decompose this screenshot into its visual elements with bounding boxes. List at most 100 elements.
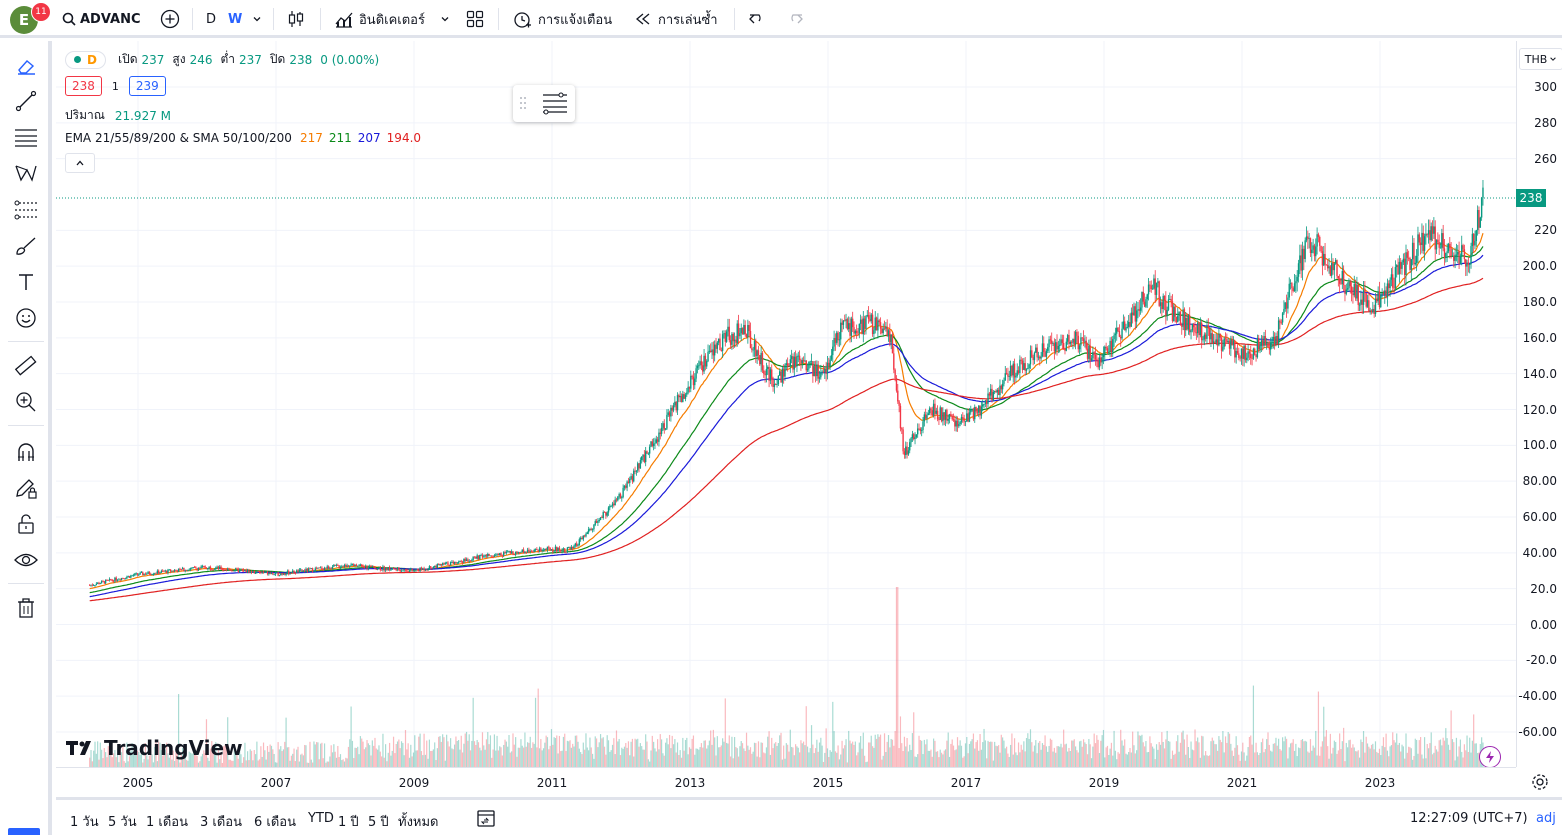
- redo-button[interactable]: [786, 0, 804, 38]
- candle-body: [378, 567, 380, 569]
- interval-w-button[interactable]: W: [228, 0, 242, 38]
- candle-body: [1385, 290, 1387, 298]
- volume-bar: [1324, 736, 1326, 767]
- compare-symbol-button[interactable]: [160, 0, 180, 38]
- candle-body: [792, 356, 794, 370]
- candle-body: [238, 569, 241, 572]
- bid-price[interactable]: 238: [65, 76, 102, 96]
- volume-bar: [1443, 740, 1446, 767]
- pattern-tool[interactable]: [9, 158, 43, 188]
- volume-bar: [1259, 752, 1261, 767]
- layout-button[interactable]: [466, 0, 484, 38]
- range-button[interactable]: 1 ปี: [338, 815, 359, 830]
- range-button[interactable]: ทั้งหมด: [398, 815, 439, 830]
- volume-bar: [1308, 752, 1310, 767]
- prediction-tool[interactable]: [9, 195, 43, 225]
- remove-drawings-tool[interactable]: [9, 593, 43, 623]
- lightning-button[interactable]: [1479, 746, 1501, 768]
- range-button[interactable]: 1 เดือน: [146, 815, 188, 830]
- candle-body: [337, 564, 339, 566]
- candle-body: [897, 390, 899, 402]
- indicators-dropdown[interactable]: [440, 0, 450, 38]
- indicators-button[interactable]: อินดิเคเตอร์: [334, 0, 425, 38]
- interval-dropdown[interactable]: [252, 0, 262, 38]
- ask-price[interactable]: 239: [128, 76, 166, 96]
- object-tree-icon[interactable]: [541, 91, 569, 115]
- measure-tool[interactable]: [9, 351, 43, 381]
- volume-bar: [1420, 737, 1422, 767]
- zoom-in-tool[interactable]: [9, 387, 43, 417]
- eraser-tool[interactable]: [9, 51, 43, 81]
- volume-bar: [813, 753, 815, 767]
- volume-bar: [947, 732, 949, 767]
- volume-bar: [745, 732, 748, 767]
- time-axis[interactable]: 2005 2007 2009 2011 2013 2015 2017 2019 2021 2023: [56, 767, 1516, 798]
- candle-body: [1321, 251, 1324, 266]
- clock-timezone[interactable]: 12:27:09 (UTC+7): [1410, 811, 1528, 826]
- volume-bar: [784, 758, 786, 767]
- fib-tool[interactable]: [9, 123, 43, 153]
- candle-body: [932, 403, 935, 416]
- divider: [320, 8, 321, 30]
- lock-drawings-tool[interactable]: [9, 509, 43, 539]
- candle-body: [472, 556, 474, 560]
- adj-toggle[interactable]: adj: [1536, 811, 1556, 826]
- volume-bar: [317, 742, 319, 767]
- range-button[interactable]: 6 เดือน: [254, 815, 296, 830]
- floating-drawing-panel[interactable]: [513, 85, 575, 122]
- price-chart[interactable]: [56, 41, 1516, 767]
- undo-button[interactable]: [748, 0, 766, 38]
- symbol-status-pill[interactable]: D: [65, 50, 106, 69]
- collapse-legend-button[interactable]: [65, 153, 95, 173]
- stay-in-drawing-tool[interactable]: [9, 473, 43, 503]
- candle-body: [475, 556, 477, 559]
- range-button[interactable]: YTD: [308, 811, 334, 826]
- tradingview-logo[interactable]: TradingView: [66, 736, 243, 760]
- candle-body: [901, 428, 903, 430]
- text-tool[interactable]: [9, 267, 43, 297]
- volume-bar: [676, 742, 679, 767]
- range-button[interactable]: 5 วัน: [108, 815, 137, 830]
- hide-drawings-tool[interactable]: [9, 545, 43, 575]
- candle-body: [1449, 243, 1451, 249]
- candle-body: [1035, 347, 1037, 353]
- candle-body: [307, 568, 310, 572]
- candle-body: [695, 368, 697, 379]
- range-button[interactable]: 3 เดือน: [200, 815, 242, 830]
- replay-button[interactable]: การเล่นซ้ำ: [634, 0, 718, 38]
- trend-line-tool[interactable]: [9, 86, 43, 116]
- symbol-search-button[interactable]: ADVANC: [62, 0, 141, 38]
- chart-settings-button[interactable]: [1530, 772, 1550, 796]
- brush-tool[interactable]: [9, 231, 43, 261]
- volume-bar: [493, 734, 496, 767]
- candle-body: [1171, 301, 1174, 321]
- candle-body: [676, 395, 679, 411]
- candle-body: [1425, 233, 1427, 237]
- candle-body: [652, 443, 655, 446]
- volume-bar: [995, 745, 997, 767]
- candle-body: [920, 429, 923, 431]
- drag-handle-icon[interactable]: [519, 96, 527, 110]
- candle-body: [1465, 259, 1467, 267]
- candle-body: [143, 573, 145, 575]
- currency-dropdown[interactable]: THB: [1519, 48, 1562, 70]
- magnet-tool[interactable]: [9, 437, 43, 467]
- range-button[interactable]: 5 ปี: [368, 815, 389, 830]
- goto-date-button[interactable]: [476, 808, 496, 832]
- candle-body: [245, 570, 247, 573]
- candle-body: [544, 548, 546, 550]
- candle-body: [879, 322, 882, 329]
- candle-body: [1364, 290, 1366, 294]
- smiley-icon: [16, 308, 36, 328]
- rewind-icon: [635, 13, 650, 25]
- emoji-tool[interactable]: [9, 303, 43, 333]
- chart-type-button[interactable]: [286, 0, 306, 38]
- chart-pane[interactable]: [56, 41, 1516, 767]
- interval-d-button[interactable]: D: [206, 0, 216, 38]
- plus-circle-icon: [160, 9, 180, 29]
- candle-body: [1109, 340, 1111, 352]
- candle-body: [538, 548, 541, 552]
- range-button[interactable]: 1 วัน: [70, 815, 99, 830]
- price-axis[interactable]: THB 300 280 260 220 200.0 180.0 160.0 140.0 120.…: [1516, 41, 1562, 767]
- alerts-button[interactable]: การแจ้งเตือน: [512, 0, 612, 38]
